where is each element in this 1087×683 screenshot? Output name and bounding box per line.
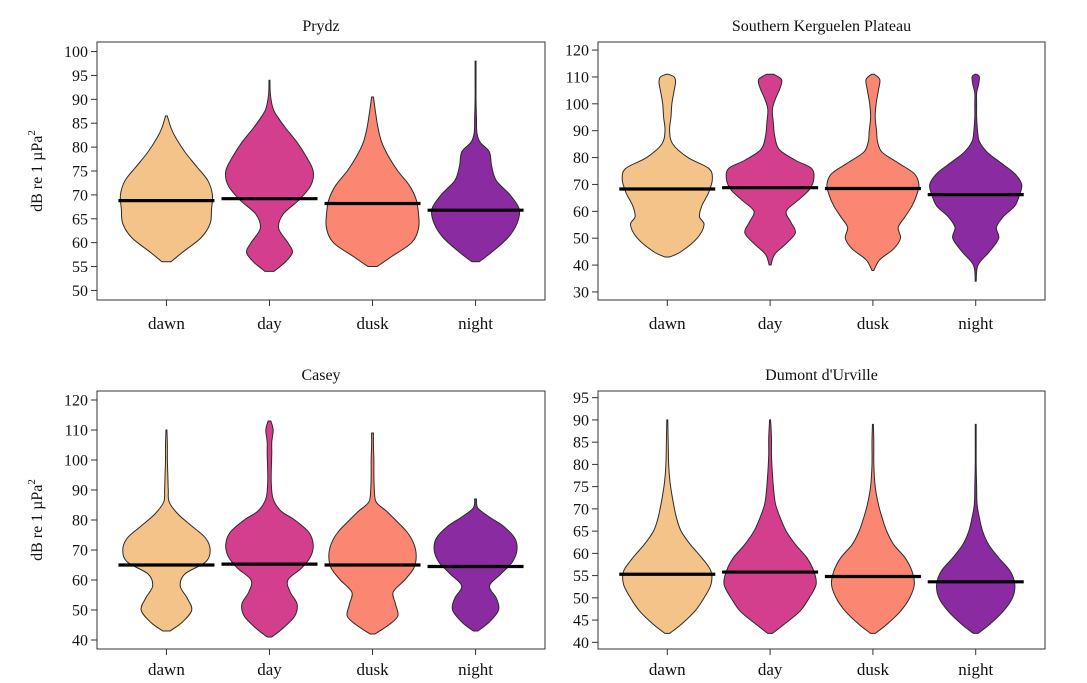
violin-day [225, 420, 314, 638]
y-axis-label: dB re 1 µPa2 [26, 130, 46, 212]
panel-title: Southern Kerguelen Plateau [732, 18, 911, 35]
y-tick-label: 70 [573, 177, 589, 194]
y-tick-label: 100 [64, 453, 88, 470]
plot-frame [597, 41, 1046, 301]
x-tick-label-dusk: dusk [857, 660, 890, 679]
y-tick-label: 70 [72, 543, 88, 560]
panel-2: Casey 40 50 60 70 80 90 100 110 120 dawn day dusk nig… [26, 367, 546, 679]
y-tick-label: 90 [72, 483, 88, 500]
y-tick-label: 65 [72, 211, 88, 228]
y-tick-label: 65 [573, 524, 589, 541]
violin-dusk [325, 96, 420, 268]
y-tick-label: 80 [573, 150, 589, 167]
y-tick-label: 100 [64, 44, 88, 61]
violin-day [725, 73, 815, 266]
y-tick-label: 75 [573, 479, 589, 496]
y-tick-label: 55 [72, 259, 88, 276]
y-tick-label: 50 [573, 590, 589, 607]
x-tick-label-dawn: dawn [148, 314, 185, 333]
y-tick-label: 40 [72, 633, 88, 650]
violin-dawn [122, 429, 211, 632]
y-tick-label: 70 [72, 187, 88, 204]
x-tick-label-night: night [958, 660, 993, 679]
violin-dawn [621, 73, 713, 258]
y-tick-label: 40 [573, 258, 589, 275]
y-tick-label: 60 [573, 546, 589, 563]
x-tick-label-night: night [458, 660, 493, 679]
x-tick-label-day: day [257, 660, 282, 679]
y-tick-label: 95 [573, 390, 589, 407]
violin-night [929, 73, 1023, 282]
y-tick-label: 45 [573, 613, 589, 630]
y-tick-label: 50 [72, 603, 88, 620]
x-tick-label-dusk: dusk [356, 660, 389, 679]
y-tick-label: 50 [573, 231, 589, 248]
y-tick-label: 90 [72, 92, 88, 109]
y-tick-label: 70 [573, 501, 589, 518]
panel-1: Southern Kerguelen Plateau 30 40 50 60 70 80 90… [565, 18, 1046, 333]
y-tick-label: 60 [72, 573, 88, 590]
x-tick-label-dawn: dawn [649, 660, 686, 679]
y-tick-label: 110 [566, 69, 589, 86]
y-tick-label: 55 [573, 568, 589, 585]
y-tick-label: 80 [573, 457, 589, 474]
x-tick-label-night: night [958, 314, 993, 333]
y-tick-label: 100 [565, 96, 589, 113]
x-tick-label-day: day [758, 660, 783, 679]
y-tick-label: 90 [573, 123, 589, 140]
x-tick-label-day: day [257, 314, 282, 333]
y-axis-label: dB re 1 µPa2 [26, 479, 46, 561]
x-tick-label-night: night [458, 314, 493, 333]
panel-title: Prydz [302, 18, 339, 35]
x-tick-label-dawn: dawn [649, 314, 686, 333]
y-tick-label: 60 [573, 204, 589, 221]
panel-title: Dumont d'Urville [765, 367, 878, 384]
violin-dusk [826, 73, 920, 271]
y-tick-label: 85 [573, 435, 589, 452]
x-tick-label-day: day [758, 314, 783, 333]
violin-dawn [119, 115, 214, 263]
y-tick-label: 40 [573, 635, 589, 652]
panel-title: Casey [301, 367, 340, 384]
y-tick-label: 110 [65, 423, 88, 440]
violin-dusk [328, 432, 417, 635]
y-tick-label: 120 [565, 43, 589, 60]
y-tick-label: 120 [64, 393, 88, 410]
y-tick-label: 30 [573, 284, 589, 301]
plot-frame [597, 390, 1046, 650]
panel-3: Dumont d'Urville 40 45 50 55 60 65 70 75 80 85 90 95… [573, 367, 1046, 679]
y-tick-label: 85 [72, 116, 88, 133]
y-tick-label: 80 [72, 140, 88, 157]
y-tick-label: 60 [72, 235, 88, 252]
y-tick-label: 80 [72, 513, 88, 530]
y-tick-label: 95 [72, 68, 88, 85]
violin-day [224, 79, 314, 272]
panel-0: Prydz 50 55 60 65 70 75 80 85 90 95 100 dawn day dusk n… [26, 18, 546, 333]
x-tick-label-dawn: dawn [148, 660, 185, 679]
y-tick-label: 50 [72, 283, 88, 300]
x-tick-label-dusk: dusk [356, 314, 389, 333]
x-tick-label-dusk: dusk [857, 314, 890, 333]
y-tick-label: 90 [573, 412, 589, 429]
y-tick-label: 75 [72, 164, 88, 181]
